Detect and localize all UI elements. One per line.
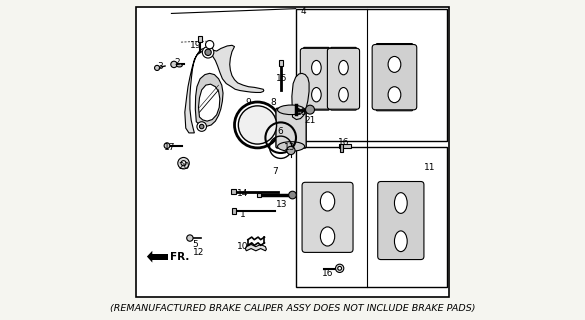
Bar <box>339 144 352 148</box>
Bar <box>280 60 283 66</box>
Circle shape <box>202 47 214 58</box>
Bar <box>295 9 447 141</box>
Ellipse shape <box>177 64 183 67</box>
Polygon shape <box>147 251 152 263</box>
Polygon shape <box>198 84 220 121</box>
Ellipse shape <box>312 87 321 102</box>
Text: 2: 2 <box>174 58 180 67</box>
Ellipse shape <box>388 56 401 72</box>
Circle shape <box>205 49 211 55</box>
Ellipse shape <box>312 60 321 75</box>
Text: 10: 10 <box>238 242 249 251</box>
Bar <box>340 144 343 152</box>
Text: 1: 1 <box>240 210 246 219</box>
Ellipse shape <box>277 142 305 151</box>
Text: 8: 8 <box>270 98 276 107</box>
Text: 13: 13 <box>284 143 295 152</box>
Text: 11: 11 <box>424 164 435 172</box>
Circle shape <box>164 143 170 148</box>
Circle shape <box>288 191 297 199</box>
Text: 15: 15 <box>276 74 287 83</box>
FancyBboxPatch shape <box>378 181 424 260</box>
Text: (REMANUFACTURED BRAKE CALIPER ASSY DOES NOT INCLUDE BRAKE PADS): (REMANUFACTURED BRAKE CALIPER ASSY DOES … <box>110 304 475 313</box>
Circle shape <box>181 161 186 166</box>
FancyBboxPatch shape <box>331 47 356 110</box>
Text: 20: 20 <box>178 162 190 171</box>
Bar <box>232 208 236 213</box>
Text: 4: 4 <box>301 7 307 16</box>
Ellipse shape <box>394 193 407 213</box>
FancyBboxPatch shape <box>304 47 329 110</box>
Bar <box>198 36 202 42</box>
Text: 13: 13 <box>276 200 287 209</box>
Circle shape <box>238 106 277 144</box>
Circle shape <box>187 235 193 241</box>
Circle shape <box>235 102 280 148</box>
Ellipse shape <box>388 87 401 103</box>
Text: 21: 21 <box>304 116 316 125</box>
Bar <box>231 189 236 195</box>
Text: 6: 6 <box>277 127 283 136</box>
FancyBboxPatch shape <box>376 44 412 111</box>
Text: FR.: FR. <box>170 252 189 262</box>
Text: 12: 12 <box>193 248 204 257</box>
Text: 19: 19 <box>190 41 201 50</box>
Circle shape <box>338 267 342 270</box>
Circle shape <box>154 65 160 70</box>
Text: 5: 5 <box>192 240 198 249</box>
Ellipse shape <box>321 192 335 211</box>
Text: 3: 3 <box>157 61 163 70</box>
Circle shape <box>199 124 204 129</box>
Text: 17: 17 <box>164 143 176 152</box>
Circle shape <box>287 146 295 155</box>
FancyBboxPatch shape <box>300 48 332 109</box>
Text: 16: 16 <box>338 138 349 147</box>
Text: 16: 16 <box>322 268 333 278</box>
Ellipse shape <box>394 231 407 252</box>
Polygon shape <box>195 73 223 126</box>
Ellipse shape <box>277 105 305 115</box>
Bar <box>152 254 168 260</box>
Text: 14: 14 <box>238 189 249 198</box>
Circle shape <box>205 41 214 49</box>
Bar <box>257 193 261 197</box>
Circle shape <box>171 61 177 68</box>
FancyBboxPatch shape <box>276 108 306 148</box>
Circle shape <box>178 157 190 169</box>
Ellipse shape <box>339 87 348 102</box>
Polygon shape <box>245 244 266 251</box>
Bar <box>295 147 447 287</box>
FancyBboxPatch shape <box>372 44 417 110</box>
FancyBboxPatch shape <box>302 182 353 252</box>
Circle shape <box>305 105 315 114</box>
Ellipse shape <box>339 60 348 75</box>
Polygon shape <box>185 45 264 133</box>
Polygon shape <box>292 73 309 120</box>
Ellipse shape <box>321 227 335 246</box>
Circle shape <box>197 122 207 131</box>
Text: 7: 7 <box>272 167 278 176</box>
Circle shape <box>336 264 344 272</box>
FancyBboxPatch shape <box>328 48 360 109</box>
Text: 9: 9 <box>245 98 251 107</box>
Text: 18: 18 <box>297 108 308 117</box>
